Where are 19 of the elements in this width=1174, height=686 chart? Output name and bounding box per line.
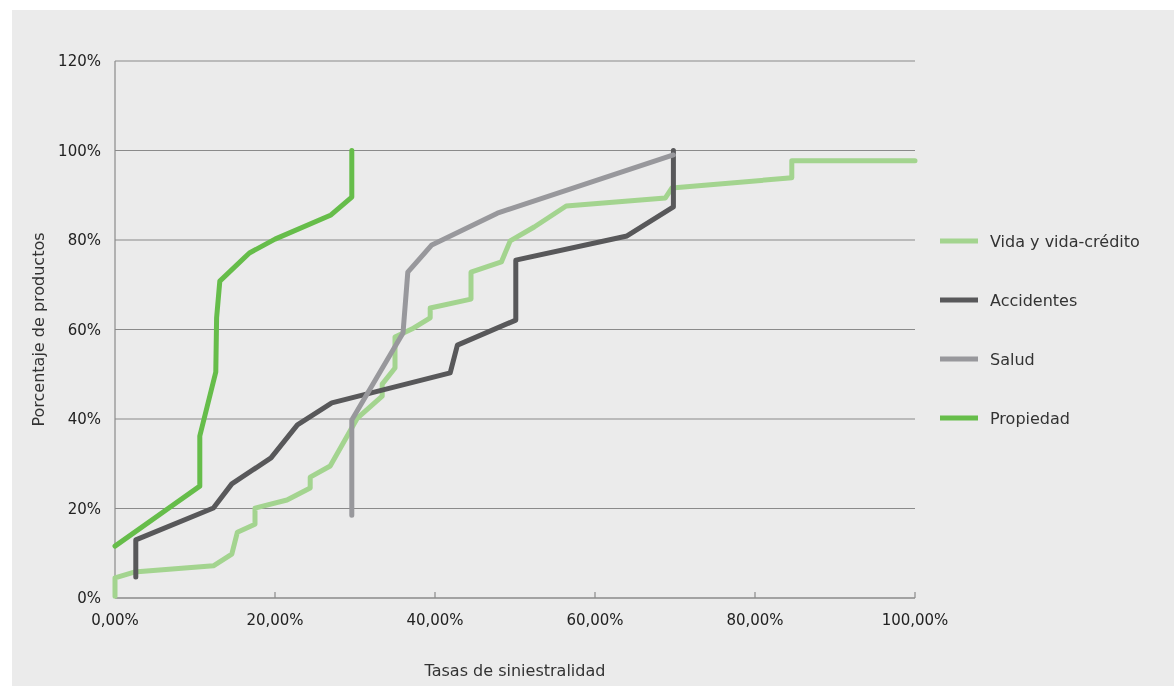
- legend-label: Vida y vida-crédito: [990, 232, 1140, 251]
- x-tick-label: 100,00%: [881, 611, 949, 629]
- legend-label: Salud: [990, 350, 1035, 369]
- x-axis-title: Tasas de siniestralidad: [423, 661, 606, 680]
- y-tick-label: 60%: [67, 320, 101, 339]
- legend-label: Propiedad: [990, 409, 1070, 428]
- x-tick-label: 20,00%: [246, 611, 304, 629]
- x-tick-label: 60,00%: [566, 611, 624, 629]
- y-tick-label: 80%: [67, 231, 101, 249]
- x-tick-label: 0,00%: [91, 611, 139, 629]
- y-tick-label: 20%: [67, 499, 101, 518]
- y-tick-label: 120%: [58, 52, 101, 70]
- x-tick-label: 40,00%: [406, 611, 464, 629]
- x-tick-label: 80,00%: [726, 611, 784, 629]
- y-axis-title: Porcentaje de productos: [29, 232, 48, 427]
- y-tick-label: 0%: [77, 589, 101, 607]
- y-tick-label: 100%: [58, 141, 101, 160]
- y-tick-label: 40%: [67, 410, 101, 428]
- legend-label: Accidentes: [990, 291, 1078, 310]
